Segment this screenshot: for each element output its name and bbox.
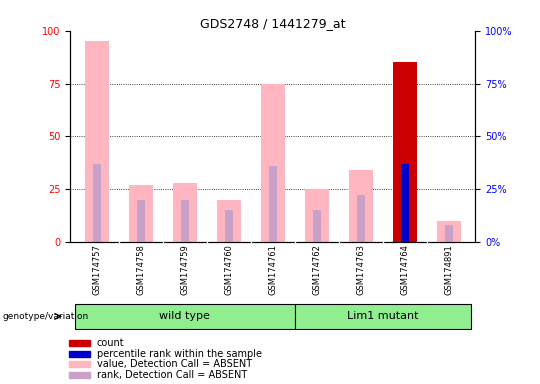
Bar: [261, 84, 285, 242]
Bar: [129, 185, 153, 242]
Bar: [357, 195, 364, 242]
Text: GSM174764: GSM174764: [400, 244, 409, 295]
Text: genotype/variation: genotype/variation: [3, 312, 89, 321]
Text: percentile rank within the sample: percentile rank within the sample: [97, 349, 262, 359]
Bar: [84, 41, 109, 242]
Text: value, Detection Call = ABSENT: value, Detection Call = ABSENT: [97, 359, 252, 369]
Bar: [225, 210, 233, 242]
Bar: [269, 166, 276, 242]
Bar: [313, 210, 321, 242]
Bar: [69, 351, 90, 357]
Text: GSM174891: GSM174891: [444, 244, 453, 295]
Bar: [69, 340, 90, 346]
Text: GSM174762: GSM174762: [312, 244, 321, 295]
Bar: [173, 183, 197, 242]
Bar: [437, 221, 461, 242]
Bar: [93, 164, 100, 242]
Bar: [401, 164, 409, 242]
Text: GSM174758: GSM174758: [136, 244, 145, 295]
Text: GSM174757: GSM174757: [92, 244, 101, 295]
Text: Lim1 mutant: Lim1 mutant: [347, 311, 418, 321]
Bar: [217, 200, 241, 242]
Bar: [137, 200, 145, 242]
Text: GSM174759: GSM174759: [180, 244, 189, 295]
Bar: [181, 200, 188, 242]
Bar: [69, 372, 90, 378]
FancyBboxPatch shape: [295, 304, 471, 329]
Text: rank, Detection Call = ABSENT: rank, Detection Call = ABSENT: [97, 370, 247, 380]
Text: GSM174761: GSM174761: [268, 244, 277, 295]
Bar: [305, 189, 329, 242]
Bar: [445, 225, 453, 242]
Bar: [349, 170, 373, 242]
Title: GDS2748 / 1441279_at: GDS2748 / 1441279_at: [200, 17, 346, 30]
Text: count: count: [97, 338, 125, 348]
Text: wild type: wild type: [159, 311, 210, 321]
FancyBboxPatch shape: [75, 304, 295, 329]
Bar: [69, 361, 90, 367]
Bar: [393, 62, 417, 242]
Text: GSM174760: GSM174760: [224, 244, 233, 295]
Text: GSM174763: GSM174763: [356, 244, 365, 295]
